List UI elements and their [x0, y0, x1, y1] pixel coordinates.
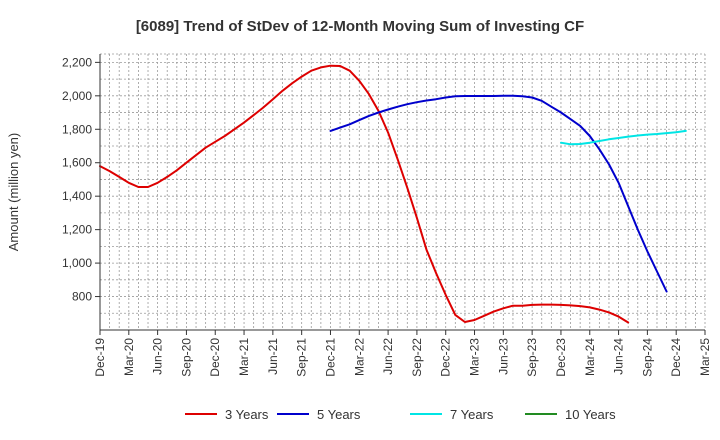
series-line-3-years [99, 64, 630, 324]
x-tick-label: Mar-20 [122, 338, 136, 376]
y-axis-label: Amount (million yen) [6, 133, 21, 252]
x-axis-ticks: Dec-19 Mar-20 Jun-20 Sep-20 Dec-20 Mar-21 Jun-… [93, 330, 712, 377]
x-tick-label: Dec-24 [669, 338, 683, 377]
x-tick-label: Jun-24 [612, 338, 626, 375]
x-tick-label: Jun-20 [151, 338, 165, 375]
x-tick-label: Dec-19 [93, 338, 107, 377]
x-tick-label: Sep-20 [179, 338, 193, 377]
x-tick-label: Dec-20 [208, 338, 222, 377]
y-tick-label: 1,400 [62, 189, 92, 203]
x-tick-label: Mar-23 [468, 338, 482, 376]
y-tick-label: 1,000 [62, 256, 92, 270]
legend-label-3-years: 3 Years [225, 407, 269, 422]
x-tick-label: Sep-23 [525, 338, 539, 377]
x-tick-label: Dec-22 [439, 338, 453, 377]
x-tick-label: Mar-21 [237, 338, 251, 376]
grid [100, 53, 706, 330]
y-tick-label: 2,000 [62, 89, 92, 103]
legend-label-5-years: 5 Years [317, 407, 361, 422]
series-line-7-years [560, 129, 687, 146]
y-tick-label: 1,200 [62, 223, 92, 237]
x-tick-label: Mar-22 [352, 338, 366, 376]
x-tick-label: Jun-21 [266, 338, 280, 375]
x-tick-label: Jun-22 [381, 338, 395, 375]
x-tick-label: Dec-23 [554, 338, 568, 377]
y-tick-label: 2,200 [62, 55, 92, 69]
y-tick-label: 800 [72, 290, 92, 304]
y-tick-label: 1,600 [62, 156, 92, 170]
x-tick-label: Sep-22 [410, 338, 424, 377]
series-layer [99, 64, 687, 324]
x-tick-label: Jun-23 [496, 338, 510, 375]
legend-label-10-years: 10 Years [565, 407, 616, 422]
x-tick-label: Sep-21 [295, 338, 309, 377]
x-tick-label: Dec-21 [323, 338, 337, 377]
x-tick-label: Mar-24 [583, 338, 597, 376]
chart-title: [6089] Trend of StDev of 12-Month Moving… [136, 18, 584, 35]
plot-area [100, 54, 705, 330]
legend-label-7-years: 7 Years [450, 407, 494, 422]
x-tick-label: Sep-24 [640, 338, 654, 377]
legend: 3 Years 5 Years 7 Years 10 Years [185, 407, 616, 422]
y-axis-ticks: 800 1,000 1,200 1,400 1,600 1,800 2,000 2,200 [62, 55, 100, 304]
y-tick-label: 1,800 [62, 122, 92, 136]
series-line-5-years [329, 94, 668, 293]
x-tick-label: Mar-25 [698, 338, 712, 376]
